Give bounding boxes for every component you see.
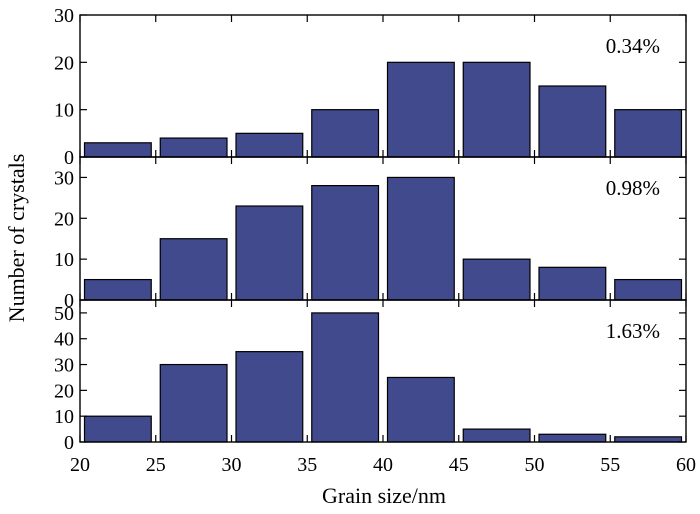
x-tick-label: 50 (525, 454, 545, 476)
bar (159, 137, 228, 158)
panel-1: 0 10 20 30 0.34% (54, 5, 687, 169)
x-tick-label: 20 (70, 454, 90, 476)
bar (538, 433, 607, 443)
bar (311, 312, 380, 443)
y-tick-label: 0 (64, 290, 74, 312)
panel-3: 0 10 20 30 40 50 1.63% (54, 299, 687, 454)
x-axis: 20 25 30 35 40 45 50 55 60 (70, 454, 696, 476)
bar (386, 376, 455, 443)
y-tick-label: 20 (54, 52, 74, 74)
panel-annotation: 1.63% (606, 319, 660, 343)
y-tick-label: 10 (54, 249, 74, 271)
x-axis-title: Grain size/nm (322, 483, 446, 508)
y-tick-label: 20 (54, 208, 74, 230)
panel-2: 0 10 20 30 0.98% (54, 156, 687, 312)
bar (83, 278, 152, 301)
y-tick-label: 20 (54, 380, 74, 402)
bar (538, 85, 607, 158)
bar (235, 205, 304, 301)
y-tick-label: 0 (64, 147, 74, 169)
x-tick-label: 40 (373, 454, 393, 476)
bar (614, 436, 683, 443)
y-axis-title: Number of crystals (4, 154, 29, 323)
y-tick-label: 10 (54, 406, 74, 428)
bar (83, 415, 152, 443)
y-tick-label: 30 (54, 167, 74, 189)
bar (159, 363, 228, 443)
y-tick-label: 10 (54, 100, 74, 122)
y-tick-label: 0 (64, 432, 74, 454)
x-tick-label: 25 (146, 454, 166, 476)
x-tick-label: 55 (600, 454, 620, 476)
bar (311, 185, 380, 301)
x-tick-label: 45 (449, 454, 469, 476)
bar (462, 258, 531, 301)
panel-annotation: 0.98% (606, 176, 660, 200)
bar (386, 176, 455, 301)
x-tick-label: 60 (676, 454, 696, 476)
bar (462, 428, 531, 443)
y-tick-label: 40 (54, 329, 74, 351)
bar (235, 351, 304, 443)
y-tick-label: 50 (54, 303, 74, 325)
panel-annotation: 0.34% (606, 34, 660, 58)
y-tick-label: 30 (54, 355, 74, 377)
bar (614, 278, 683, 301)
bar (235, 132, 304, 158)
bar (83, 142, 152, 158)
chart-panels: 0 10 20 30 0.34% 0 10 20 30 0.98% 0 10 20 30 40 50 1.63% (54, 5, 687, 454)
bar (538, 266, 607, 301)
bar (386, 61, 455, 158)
x-tick-label: 35 (297, 454, 317, 476)
x-tick-label: 30 (222, 454, 242, 476)
bar (462, 61, 531, 158)
y-tick-label: 30 (54, 5, 74, 27)
bar (159, 238, 228, 301)
bar (614, 109, 683, 158)
bar (311, 109, 380, 158)
